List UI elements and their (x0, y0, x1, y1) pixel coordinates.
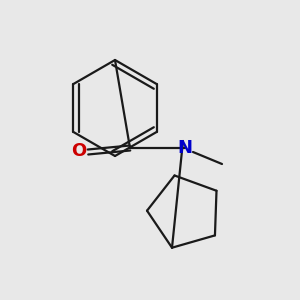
Text: O: O (71, 142, 87, 160)
Text: N: N (178, 139, 193, 157)
